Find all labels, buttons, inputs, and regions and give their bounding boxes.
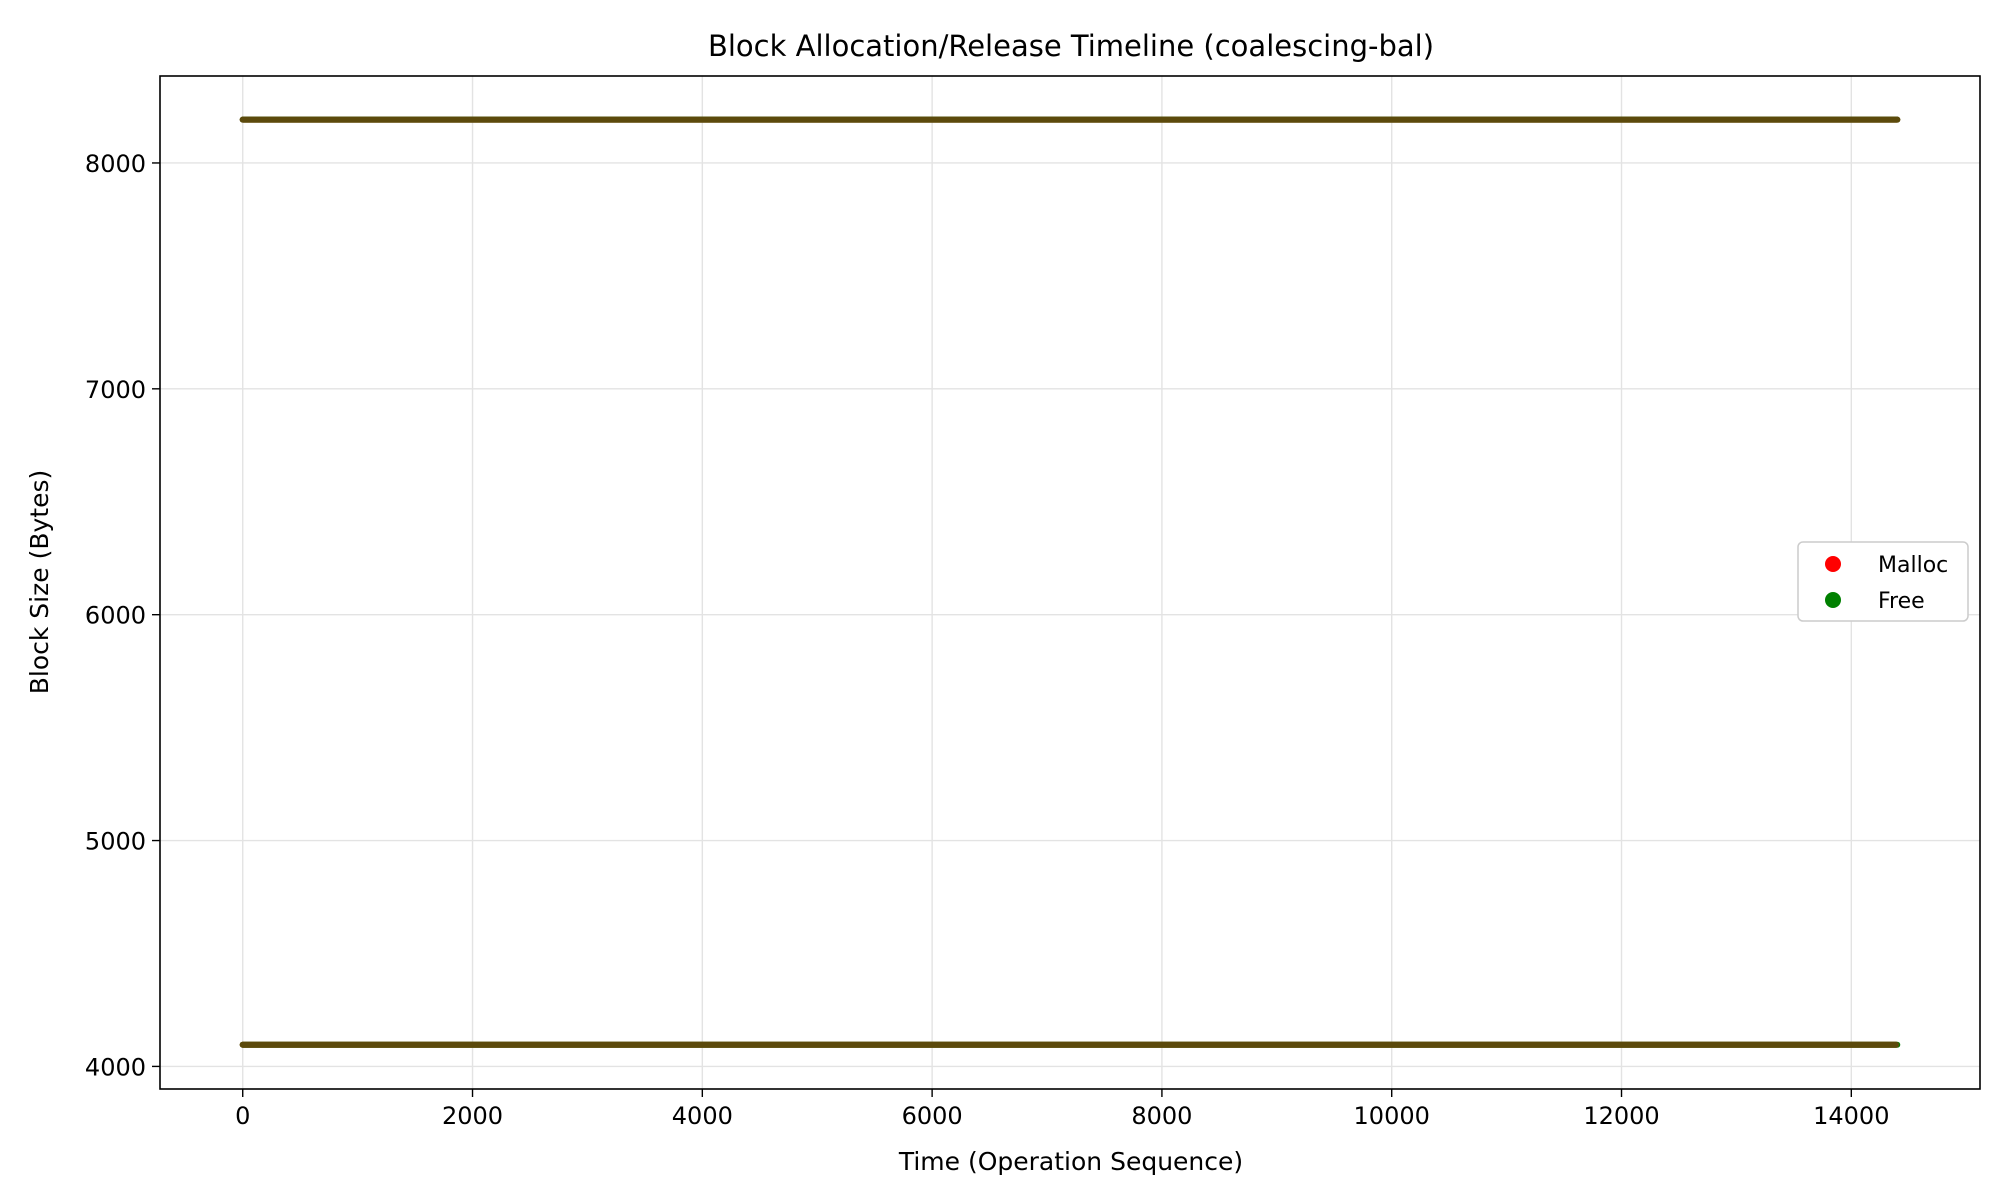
legend-label-malloc: Malloc [1878, 553, 1948, 578]
x-tick-label: 8000 [1131, 1102, 1192, 1130]
x-tick-label: 14000 [1813, 1102, 1889, 1130]
x-tick-label: 4000 [672, 1102, 733, 1130]
series-overlap [239, 116, 1901, 1048]
y-tick-label: 6000 [85, 602, 146, 630]
x-tick-label: 0 [235, 1102, 250, 1130]
legend-marker-malloc [1825, 556, 1841, 572]
x-tick-label: 2000 [442, 1102, 503, 1130]
legend-marker-free [1825, 592, 1841, 608]
y-axis-label: Block Size (Bytes) [25, 470, 54, 695]
y-tick-label: 5000 [85, 828, 146, 856]
data-layer [239, 116, 1901, 1048]
chart-title: Block Allocation/Release Timeline (coale… [708, 29, 1434, 63]
x-tick-label: 10000 [1354, 1102, 1430, 1130]
y-tick-label: 4000 [85, 1053, 146, 1081]
x-axis-label: Time (Operation Sequence) [898, 1147, 1243, 1176]
x-axis-ticks: 0 2000 4000 6000 8000 10000 12000 14000 [235, 1089, 1889, 1130]
legend: Malloc Free [1797, 541, 1969, 622]
y-axis-ticks: 4000 5000 6000 7000 8000 [85, 150, 160, 1081]
plot-area-frame [159, 75, 1981, 1090]
x-tick-label: 12000 [1583, 1102, 1659, 1130]
y-tick-label: 8000 [85, 150, 146, 178]
legend-label-free: Free [1878, 589, 1925, 614]
x-tick-label: 6000 [902, 1102, 963, 1130]
grid [160, 76, 1980, 1089]
y-tick-label: 7000 [85, 376, 146, 404]
